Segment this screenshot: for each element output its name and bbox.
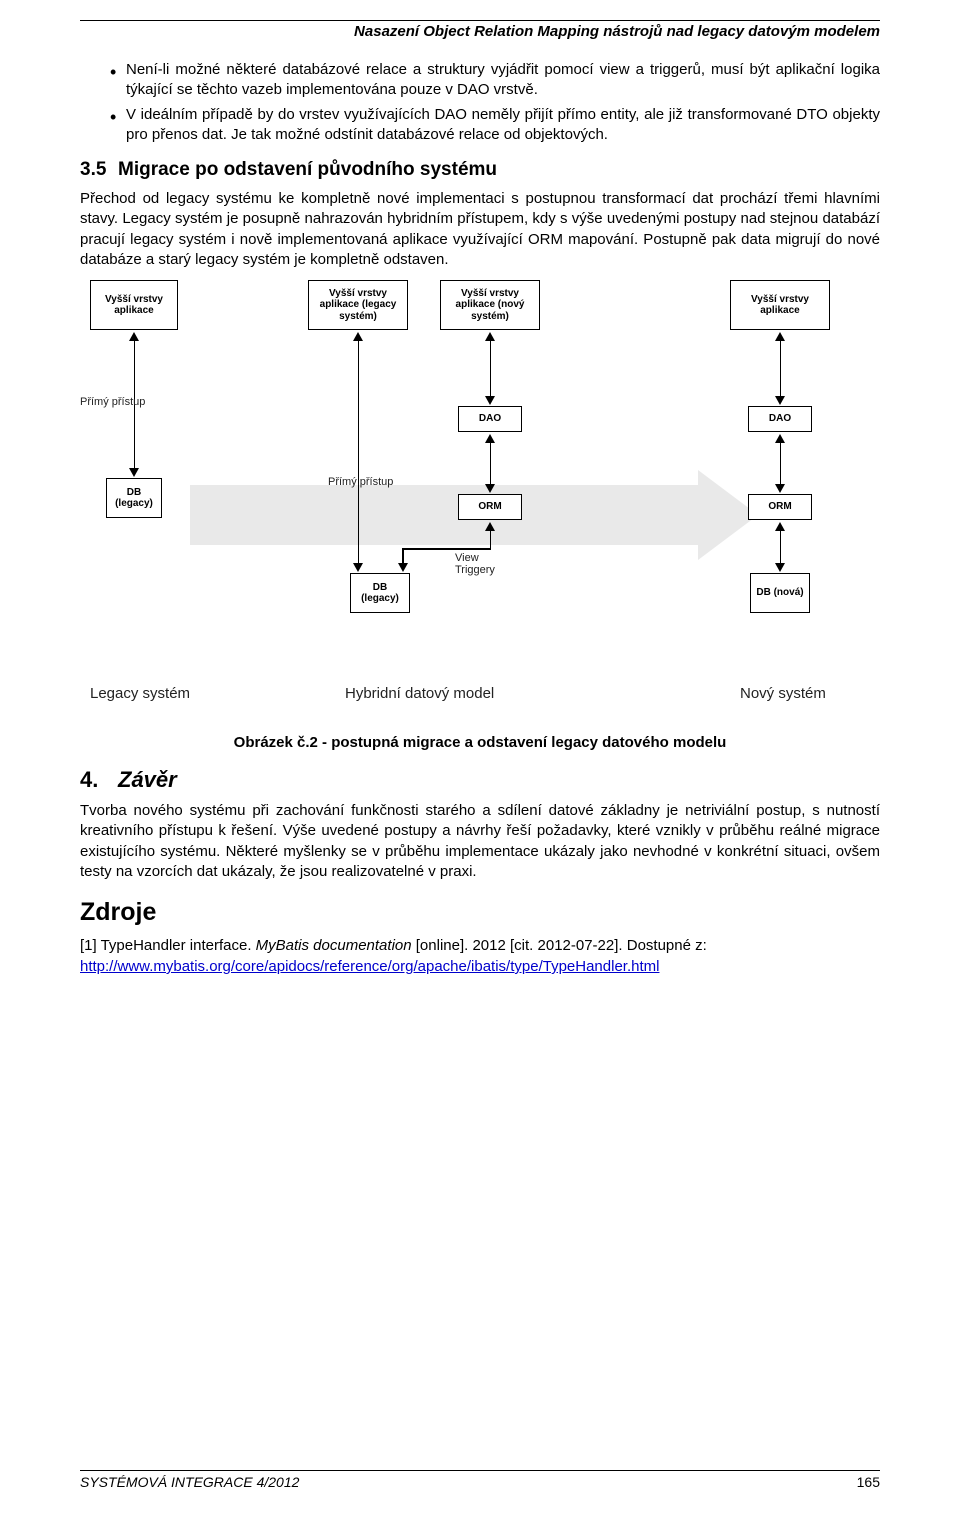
box-legacy-db: DB (legacy) xyxy=(106,478,162,518)
section-title: Závěr xyxy=(118,767,177,792)
arrow-head xyxy=(398,563,408,572)
col-caption-legacy: Legacy systém xyxy=(90,685,190,702)
access-label: Přímý přístup xyxy=(80,396,145,408)
arrow-line xyxy=(402,548,491,550)
arrow-line xyxy=(780,530,782,564)
arrow-line xyxy=(780,442,782,486)
header-rule xyxy=(80,20,880,21)
box-new-dao: DAO xyxy=(748,406,812,432)
section4-para: Tvorba nového systému při zachování funk… xyxy=(80,801,880,882)
view-trigger-label: View Triggery xyxy=(455,552,515,576)
box-hybrid-dao: DAO xyxy=(458,406,522,432)
section-heading-35: 3.5Migrace po odstavení původního systém… xyxy=(80,159,880,181)
arrow-line xyxy=(490,442,492,486)
ref-link[interactable]: http://www.mybatis.org/core/apidocs/refe… xyxy=(80,958,659,975)
col-caption-hybrid: Hybridní datový model xyxy=(345,685,494,702)
ref-prefix: [1] TypeHandler interface. xyxy=(80,937,256,954)
arrow-line xyxy=(780,340,782,398)
arrow-head xyxy=(775,563,785,572)
box-new-orm: ORM xyxy=(748,494,812,520)
access-label: Přímý přístup xyxy=(328,476,393,488)
sources-heading: Zdroje xyxy=(80,898,880,927)
arrow-line xyxy=(490,340,492,398)
arrow-line xyxy=(402,548,404,564)
arrow-head xyxy=(485,484,495,493)
figure-caption: Obrázek č.2 - postupná migrace a odstave… xyxy=(80,734,880,751)
footer-journal: SYSTÉMOVÁ INTEGRACE 4/2012 xyxy=(80,1474,299,1490)
arrow-head xyxy=(485,396,495,405)
section-num: 4. xyxy=(80,767,118,793)
section35-para: Přechod od legacy systému ke kompletně n… xyxy=(80,189,880,270)
col-caption-new: Nový systém xyxy=(740,685,826,702)
page-footer: SYSTÉMOVÁ INTEGRACE 4/2012 165 xyxy=(80,1470,880,1490)
arrow-line xyxy=(490,530,492,548)
box-hybrid-db: DB (legacy) xyxy=(350,573,410,613)
section-heading-4: 4.Závěr xyxy=(80,767,880,793)
transition-arrow-body xyxy=(190,485,700,545)
box-hybrid-app-new: Vyšší vrstvy aplikace (nový systém) xyxy=(440,280,540,330)
arrow-head xyxy=(353,563,363,572)
bullet-item: Není-li možné některé databázové relace … xyxy=(110,60,880,101)
box-hybrid-orm: ORM xyxy=(458,494,522,520)
page: Nasazení Object Relation Mapping nástroj… xyxy=(0,0,960,1520)
box-new-app: Vyšší vrstvy aplikace xyxy=(730,280,830,330)
bullet-item: V ideálním případě by do vrstev využívaj… xyxy=(110,105,880,146)
ref-italic: MyBatis documentation xyxy=(256,937,412,954)
reference-1: [1] TypeHandler interface. MyBatis docum… xyxy=(80,935,880,977)
migration-diagram: Vyšší vrstvy aplikace Přímý přístup DB (… xyxy=(80,280,880,710)
arrow-line xyxy=(358,340,360,565)
box-hybrid-app-legacy: Vyšší vrstvy aplikace (legacy systém) xyxy=(308,280,408,330)
footer-rule xyxy=(80,1470,880,1471)
box-new-db: DB (nová) xyxy=(750,573,810,613)
arrow-head xyxy=(775,484,785,493)
running-title: Nasazení Object Relation Mapping nástroj… xyxy=(80,23,880,40)
bullet-list: Není-li možné některé databázové relace … xyxy=(80,60,880,145)
access-label-text: Přímý přístup xyxy=(328,476,393,488)
box-legacy-app: Vyšší vrstvy aplikace xyxy=(90,280,178,330)
ref-mid: [online]. 2012 [cit. 2012-07-22]. Dostup… xyxy=(412,937,707,954)
section-title: Migrace po odstavení původního systému xyxy=(118,159,497,180)
arrow-head xyxy=(775,396,785,405)
footer-page-number: 165 xyxy=(857,1474,880,1490)
arrow-head xyxy=(129,468,139,477)
section-num: 3.5 xyxy=(80,159,118,181)
